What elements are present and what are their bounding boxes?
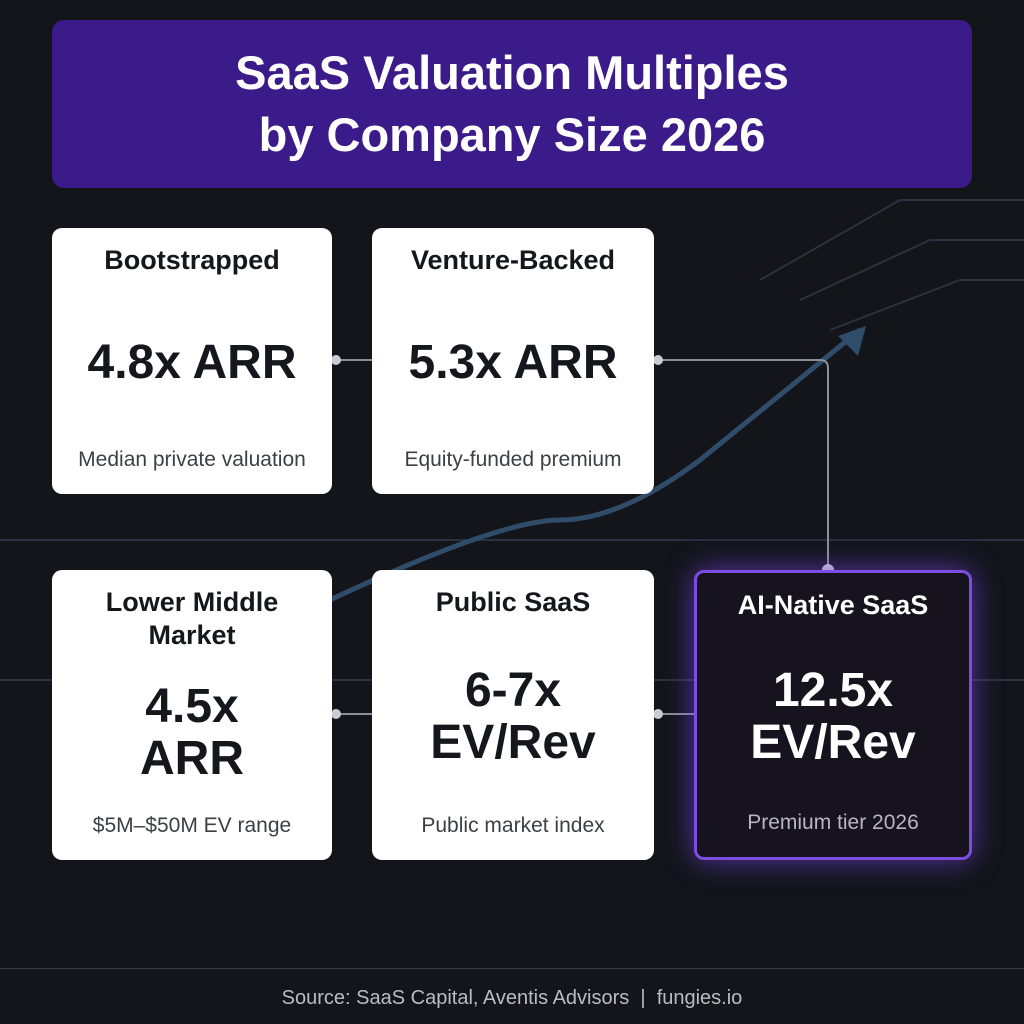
card-caption: Equity-funded premium — [404, 448, 622, 471]
card-title: Public SaaS — [435, 587, 591, 617]
title-banner: SaaS Valuation Multiples by Company Size… — [52, 20, 972, 188]
card-value: 12.5x EV/Rev — [750, 663, 916, 769]
card-title: Bootstrapped — [104, 245, 280, 275]
card-caption: Median private valuation — [78, 448, 306, 471]
card: Lower Middle Market 4.5x ARR $5M–$50M EV… — [52, 570, 332, 860]
card-title: Venture-Backed — [410, 245, 616, 275]
card-caption: $5M–$50M EV range — [92, 814, 292, 837]
card: Bootstrapped 4.8x ARR Median private val… — [52, 228, 332, 494]
card-value: 4.8x ARR — [87, 336, 297, 389]
title-line: SaaS Valuation Multiples — [235, 46, 789, 99]
card-highlighted: AI-Native SaaS 12.5x EV/Rev Premium tier… — [694, 570, 972, 860]
card-title: Lower Middle Market — [105, 587, 279, 650]
title-line: by Company Size 2026 — [258, 108, 766, 161]
card-caption: Public market index — [421, 814, 605, 837]
card-caption: Premium tier 2026 — [747, 811, 919, 834]
footer-source: Source: SaaS Capital, Aventis Advisors |… — [0, 968, 1024, 1010]
card: Public SaaS 6-7x EV/Rev Public market in… — [372, 570, 654, 860]
card-value: 6-7x EV/Rev — [430, 663, 596, 769]
card: Venture-Backed 5.3x ARR Equity-funded pr… — [372, 228, 654, 494]
card-value: 4.5x ARR — [140, 680, 244, 785]
card-value: 5.3x ARR — [408, 336, 618, 389]
card-title: AI-Native SaaS — [737, 590, 929, 620]
